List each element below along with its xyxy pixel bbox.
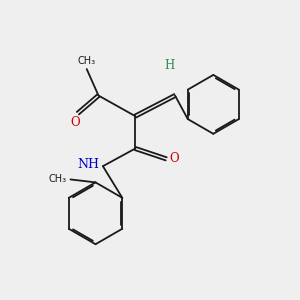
Text: O: O <box>170 152 179 165</box>
Text: O: O <box>71 116 80 128</box>
Text: NH: NH <box>77 158 99 171</box>
Text: CH₃: CH₃ <box>78 56 96 66</box>
Text: CH₃: CH₃ <box>49 174 67 184</box>
Text: H: H <box>164 59 174 72</box>
